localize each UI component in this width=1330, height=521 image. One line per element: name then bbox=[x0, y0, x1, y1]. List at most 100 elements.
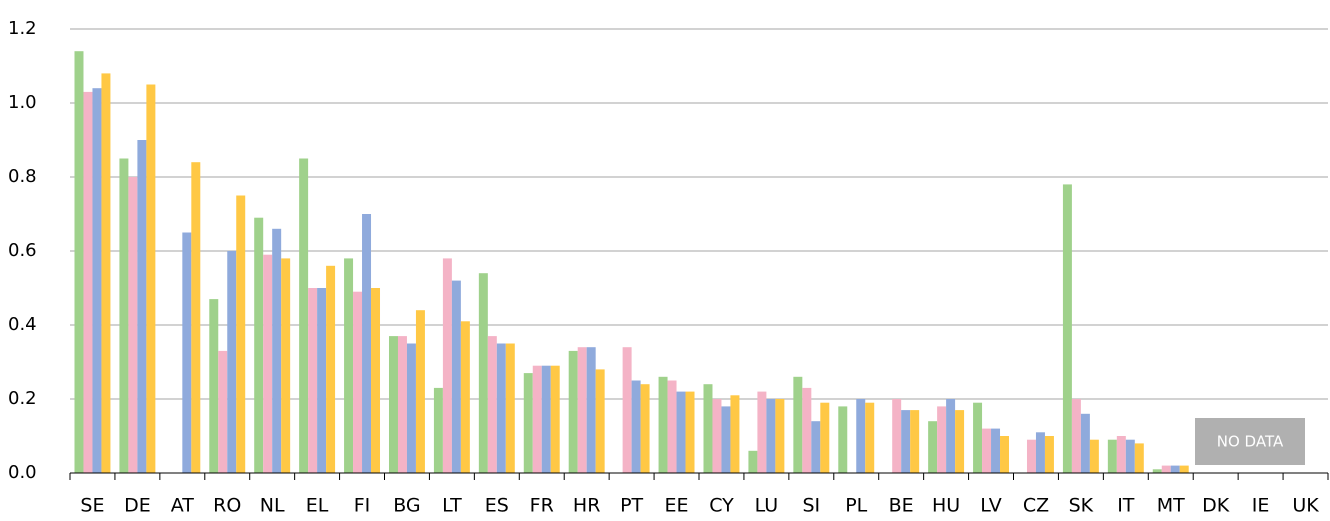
bar bbox=[991, 428, 1001, 473]
bar bbox=[775, 399, 785, 473]
bar bbox=[892, 399, 902, 473]
x-tick-label: CY bbox=[709, 495, 734, 517]
bar bbox=[496, 343, 506, 473]
bar bbox=[667, 380, 677, 473]
x-tick-label: EE bbox=[665, 495, 689, 517]
bar bbox=[272, 228, 282, 473]
bar bbox=[523, 373, 533, 473]
bar bbox=[119, 158, 129, 473]
bar bbox=[442, 258, 452, 473]
x-tick-label: HU bbox=[932, 495, 960, 517]
y-tick-label: 1.0 bbox=[8, 92, 37, 113]
bar bbox=[928, 421, 938, 473]
bar bbox=[1134, 443, 1144, 473]
bar bbox=[946, 399, 956, 473]
bar bbox=[1116, 436, 1126, 473]
bar bbox=[982, 428, 992, 473]
bar bbox=[227, 251, 237, 473]
bar bbox=[451, 280, 461, 473]
bar bbox=[766, 399, 776, 473]
bar bbox=[263, 254, 273, 473]
bar bbox=[308, 288, 318, 473]
x-tick-label: ES bbox=[485, 495, 509, 517]
bar bbox=[676, 391, 686, 473]
x-tick-label: LU bbox=[755, 495, 779, 517]
x-tick-label: DK bbox=[1202, 495, 1230, 517]
bar bbox=[550, 365, 560, 473]
x-tick-label: HR bbox=[573, 495, 601, 517]
bar bbox=[730, 395, 740, 473]
no-data-box bbox=[1195, 418, 1305, 465]
bar bbox=[1089, 439, 1099, 473]
bar bbox=[685, 391, 695, 473]
bar bbox=[640, 384, 650, 473]
bar bbox=[721, 406, 731, 473]
bar bbox=[712, 399, 722, 473]
bar bbox=[487, 336, 497, 473]
bar bbox=[388, 336, 398, 473]
x-tick-label: BE bbox=[889, 495, 914, 517]
x-tick-label: DE bbox=[124, 495, 151, 517]
bar bbox=[757, 391, 767, 473]
bar bbox=[433, 387, 443, 473]
bar bbox=[1107, 439, 1117, 473]
x-tick-label: LT bbox=[442, 495, 462, 517]
x-tick-label: LV bbox=[980, 495, 1002, 517]
bar bbox=[901, 410, 911, 473]
x-tick-label: IE bbox=[1252, 495, 1270, 517]
bar bbox=[658, 376, 668, 473]
x-tick-label: SE bbox=[80, 495, 104, 517]
bar bbox=[577, 347, 587, 473]
bar bbox=[568, 350, 578, 473]
bar bbox=[218, 350, 228, 473]
bar bbox=[209, 299, 219, 473]
bar bbox=[1080, 413, 1090, 473]
x-tick-label: BG bbox=[393, 495, 420, 517]
bar bbox=[1035, 432, 1045, 473]
bar bbox=[1071, 399, 1081, 473]
x-tick-label: AT bbox=[171, 495, 195, 517]
bar bbox=[415, 310, 425, 473]
bar bbox=[92, 88, 102, 473]
bar bbox=[703, 384, 713, 473]
x-tick-label: FI bbox=[354, 495, 371, 517]
bar bbox=[937, 406, 947, 473]
bar bbox=[299, 158, 309, 473]
x-tick-label: FR bbox=[530, 495, 554, 517]
x-tick-label: NL bbox=[260, 495, 285, 517]
bar bbox=[137, 140, 147, 473]
bar bbox=[955, 410, 965, 473]
bar bbox=[344, 258, 354, 473]
x-tick-label: IT bbox=[1117, 495, 1135, 517]
bar bbox=[820, 402, 830, 473]
bar bbox=[406, 343, 416, 473]
bar bbox=[1170, 465, 1180, 473]
bar bbox=[371, 288, 381, 473]
bar bbox=[101, 73, 111, 474]
bar bbox=[910, 410, 920, 473]
bar bbox=[191, 162, 201, 473]
bar bbox=[541, 365, 551, 473]
bar bbox=[362, 214, 372, 473]
bar bbox=[532, 365, 542, 473]
bar bbox=[856, 399, 866, 473]
x-tick-label: EL bbox=[306, 495, 329, 517]
bar bbox=[1152, 469, 1162, 473]
bar bbox=[1125, 439, 1135, 473]
bar bbox=[281, 258, 291, 473]
bar bbox=[478, 273, 488, 473]
bar bbox=[236, 195, 246, 473]
x-tick-label: SK bbox=[1069, 495, 1094, 517]
annotation: NO DATA bbox=[1217, 433, 1284, 451]
bar bbox=[1000, 436, 1010, 473]
bar bbox=[254, 217, 264, 473]
bar bbox=[326, 265, 336, 473]
bar bbox=[865, 402, 875, 473]
bar bbox=[1161, 465, 1171, 473]
y-tick-label: 0.4 bbox=[8, 314, 37, 335]
x-tick-label: UK bbox=[1292, 495, 1319, 517]
bar bbox=[460, 321, 470, 473]
bar bbox=[505, 343, 515, 473]
bar bbox=[595, 369, 605, 473]
